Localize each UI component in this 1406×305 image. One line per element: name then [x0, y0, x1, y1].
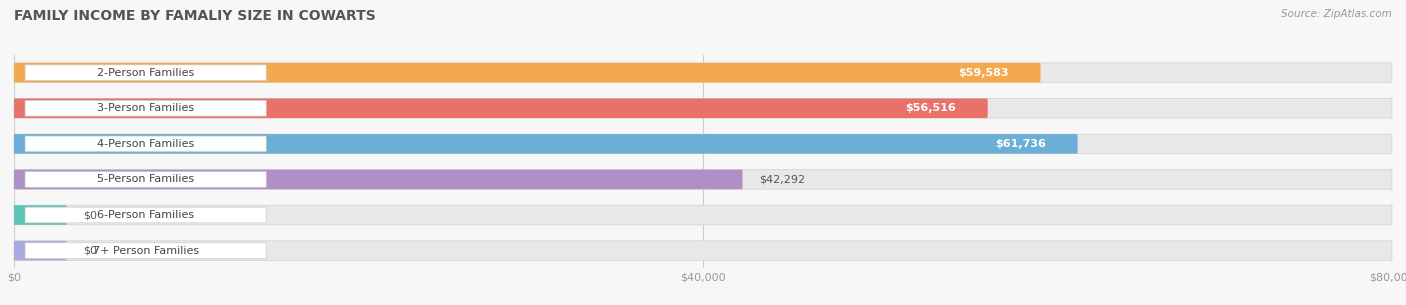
- FancyBboxPatch shape: [14, 170, 742, 189]
- FancyBboxPatch shape: [25, 100, 266, 116]
- FancyBboxPatch shape: [14, 241, 66, 260]
- Text: 5-Person Families: 5-Person Families: [97, 174, 194, 185]
- Text: FAMILY INCOME BY FAMALIY SIZE IN COWARTS: FAMILY INCOME BY FAMALIY SIZE IN COWARTS: [14, 9, 375, 23]
- Text: $42,292: $42,292: [759, 174, 806, 185]
- FancyBboxPatch shape: [14, 170, 1392, 189]
- FancyBboxPatch shape: [14, 63, 1392, 82]
- FancyBboxPatch shape: [14, 134, 1392, 154]
- FancyBboxPatch shape: [14, 205, 1392, 225]
- FancyBboxPatch shape: [25, 207, 266, 223]
- FancyBboxPatch shape: [25, 243, 266, 258]
- FancyBboxPatch shape: [14, 134, 1077, 154]
- FancyBboxPatch shape: [965, 136, 1077, 152]
- Text: $61,736: $61,736: [995, 139, 1046, 149]
- Text: 4-Person Families: 4-Person Families: [97, 139, 194, 149]
- Text: 3-Person Families: 3-Person Families: [97, 103, 194, 113]
- Text: 2-Person Families: 2-Person Families: [97, 68, 194, 78]
- FancyBboxPatch shape: [875, 101, 987, 116]
- Text: $56,516: $56,516: [905, 103, 956, 113]
- FancyBboxPatch shape: [14, 63, 1040, 82]
- Text: 6-Person Families: 6-Person Families: [97, 210, 194, 220]
- FancyBboxPatch shape: [25, 65, 266, 81]
- Text: $0: $0: [83, 210, 97, 220]
- Text: $59,583: $59,583: [959, 68, 1010, 78]
- FancyBboxPatch shape: [25, 136, 266, 152]
- Text: 7+ Person Families: 7+ Person Families: [93, 246, 198, 256]
- FancyBboxPatch shape: [14, 99, 987, 118]
- FancyBboxPatch shape: [928, 65, 1040, 80]
- FancyBboxPatch shape: [14, 99, 1392, 118]
- Text: $0: $0: [83, 246, 97, 256]
- FancyBboxPatch shape: [14, 205, 66, 225]
- FancyBboxPatch shape: [25, 172, 266, 187]
- Text: Source: ZipAtlas.com: Source: ZipAtlas.com: [1281, 9, 1392, 19]
- FancyBboxPatch shape: [14, 241, 1392, 260]
